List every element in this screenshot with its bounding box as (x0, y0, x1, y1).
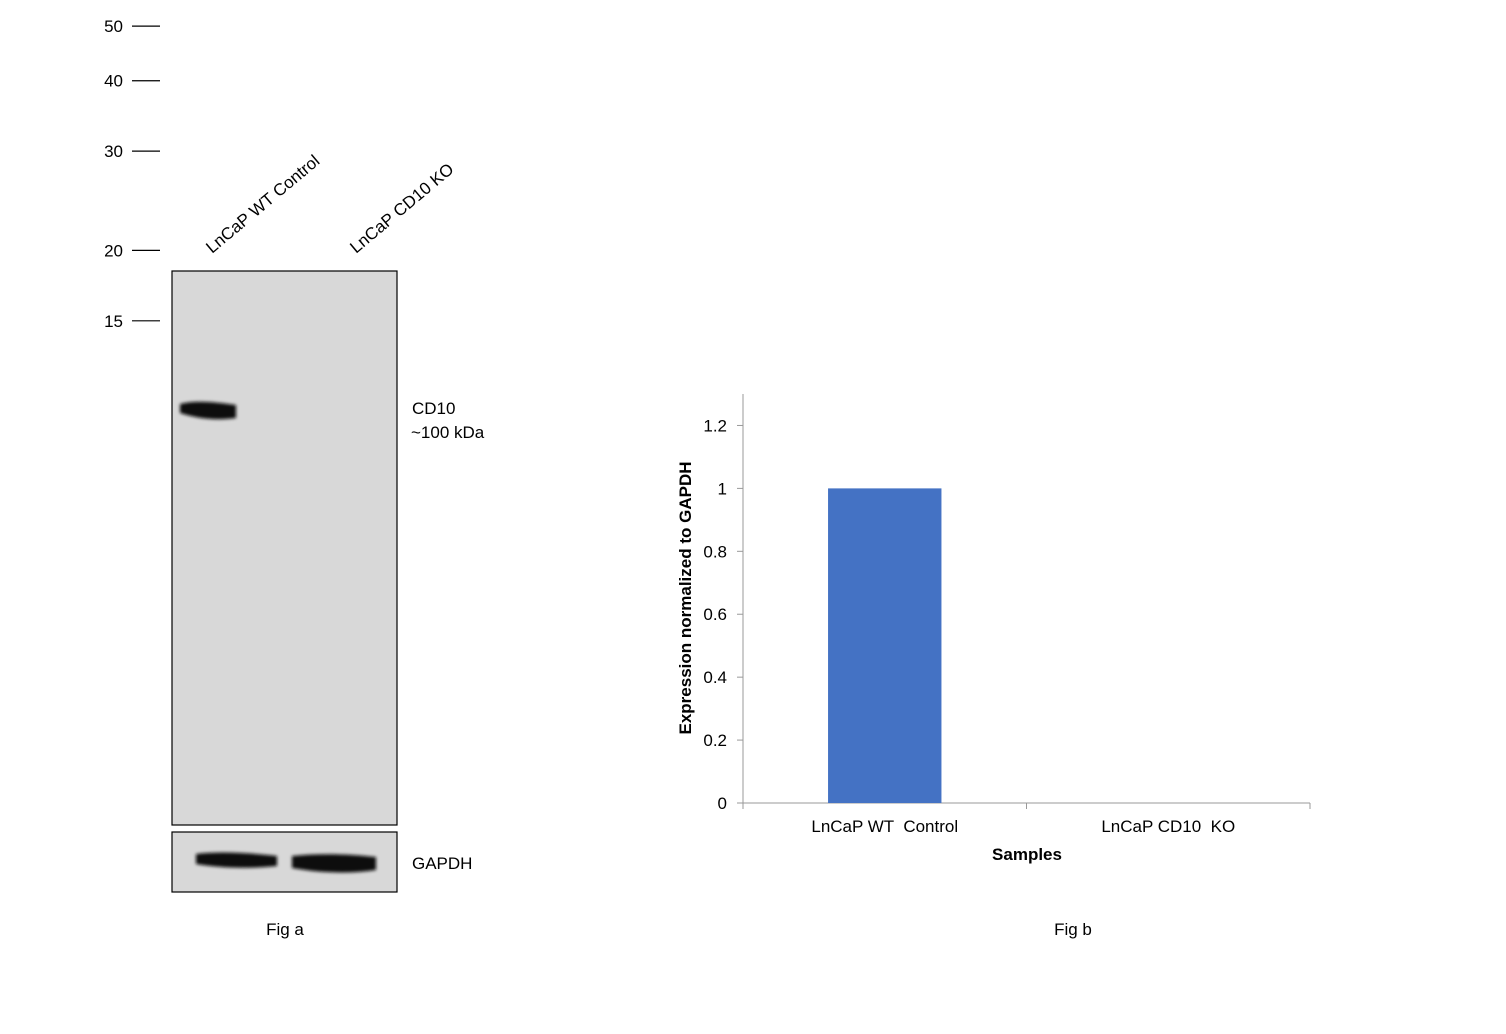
marker-label: 15 (104, 312, 123, 331)
bar-chart-panel: 00.20.40.60.811.2 LnCaP WT Control LnCaP … (676, 394, 1311, 939)
marker-label: 50 (104, 17, 123, 36)
category-label: LnCaP WT Control (811, 817, 958, 836)
y-tick-label: 0.4 (703, 668, 727, 687)
y-tick-label: 0.6 (703, 605, 727, 624)
lane-label-2: LnCaP CD10 KO (346, 159, 457, 257)
fig-a-caption: Fig a (266, 920, 304, 939)
bar (828, 488, 942, 803)
y-tick-label: 1.2 (703, 416, 727, 435)
western-blot-panel: LnCaP WT Control LnCaP CD10 KO 260160110… (104, 17, 485, 939)
x-ticks (742, 803, 1311, 809)
category-label: LnCaP CD10 KO (1101, 817, 1235, 836)
marker-label: 40 (104, 72, 123, 91)
marker-label: 30 (104, 142, 123, 161)
y-tick-label: 1 (718, 479, 727, 498)
molecular-weight-markers: 26016011080605040302015 (104, 17, 160, 331)
x-axis-title: Samples (992, 845, 1062, 864)
blot-membrane (171, 270, 398, 826)
y-tick-label: 0.8 (703, 542, 727, 561)
category-labels: LnCaP WT Control LnCaP CD10 KO (811, 817, 1235, 836)
gapdh-bands (196, 852, 376, 873)
band-label: CD10 (412, 399, 455, 418)
fig-b-caption: Fig b (1054, 920, 1092, 939)
cd10-band (180, 401, 236, 420)
band-size-label: ~100 kDa (411, 423, 485, 442)
loading-control-label: GAPDH (412, 854, 472, 873)
y-axis-title: Expression normalized to GAPDH (676, 462, 695, 735)
y-ticks: 0 0.2 0.4 0.6 0.8 1 1.2 (703, 416, 743, 813)
bars (828, 488, 942, 803)
lane-label-1: LnCaP WT Control (202, 151, 323, 257)
y-tick-label: 0 (718, 794, 727, 813)
y-tick-label: 0.2 (703, 731, 727, 750)
marker-label: 20 (104, 241, 123, 260)
